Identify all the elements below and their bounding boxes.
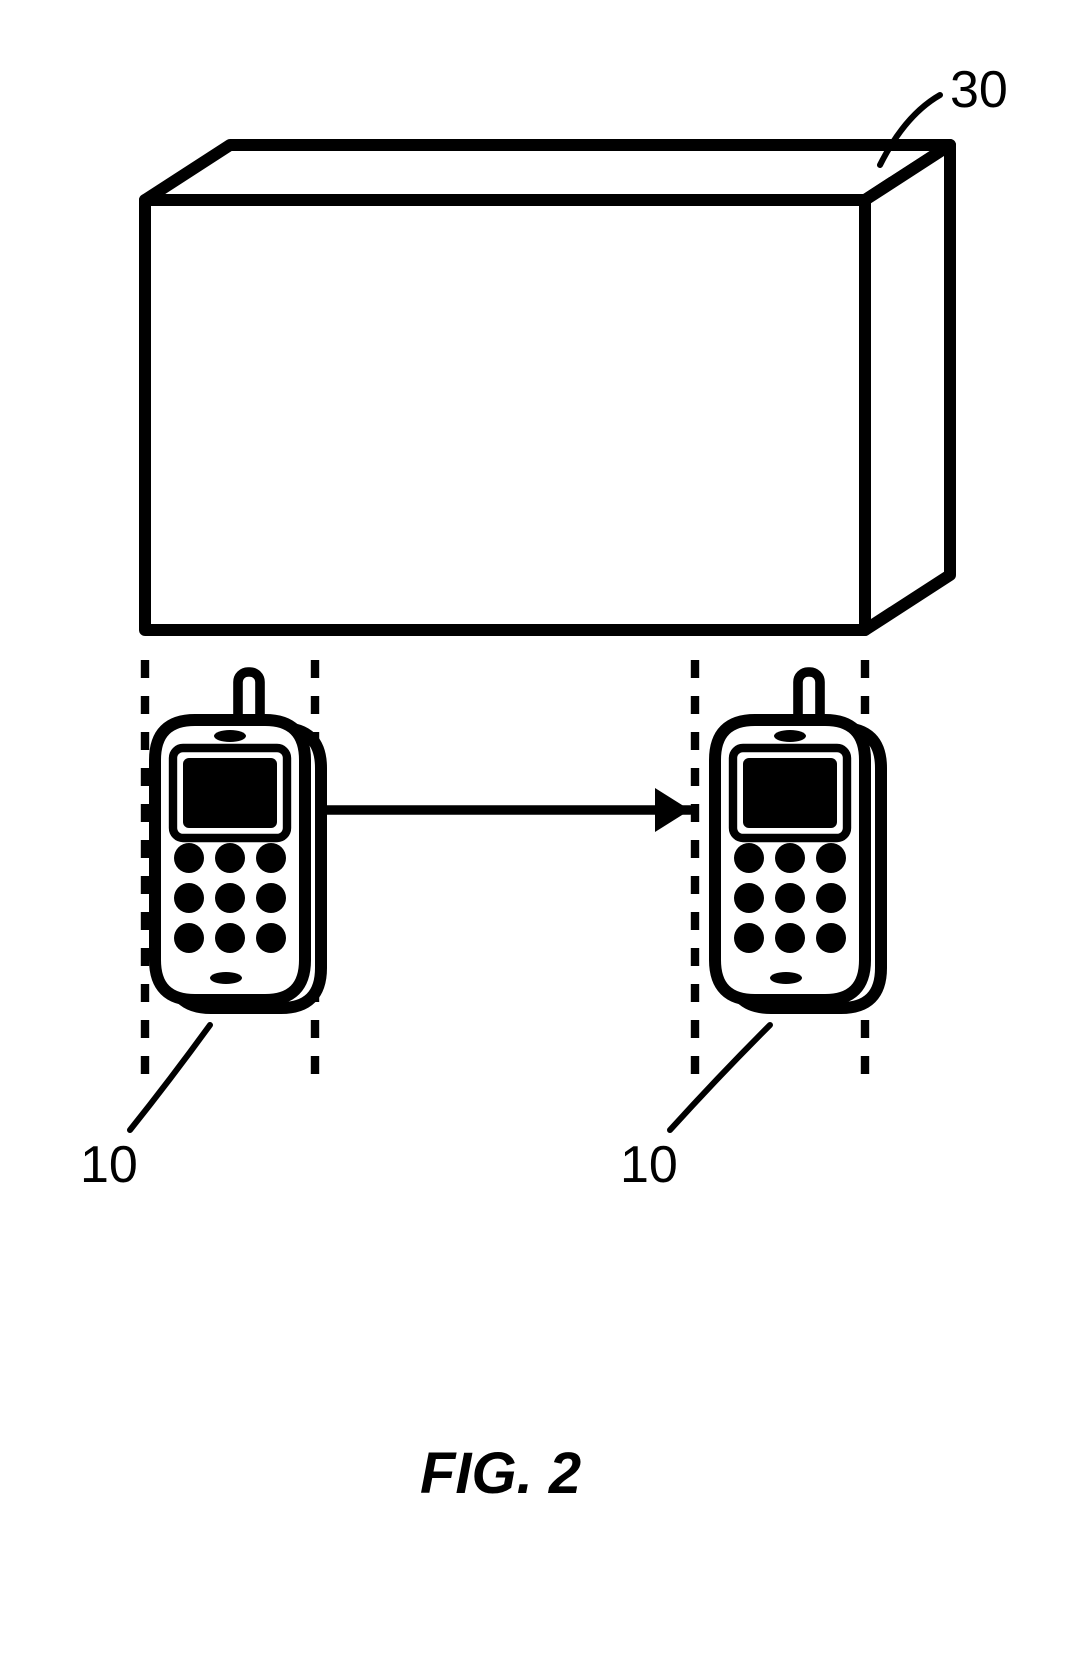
reference-label-10-left: 10: [80, 1135, 138, 1195]
reference-label-30: 30: [950, 60, 1008, 120]
reference-label-10-right: 10: [620, 1135, 678, 1195]
figure-caption: FIG. 2: [420, 1440, 581, 1507]
figure-2: FIG. 2 30 10 10: [0, 0, 1076, 1677]
diagram-canvas: [0, 0, 1076, 1677]
